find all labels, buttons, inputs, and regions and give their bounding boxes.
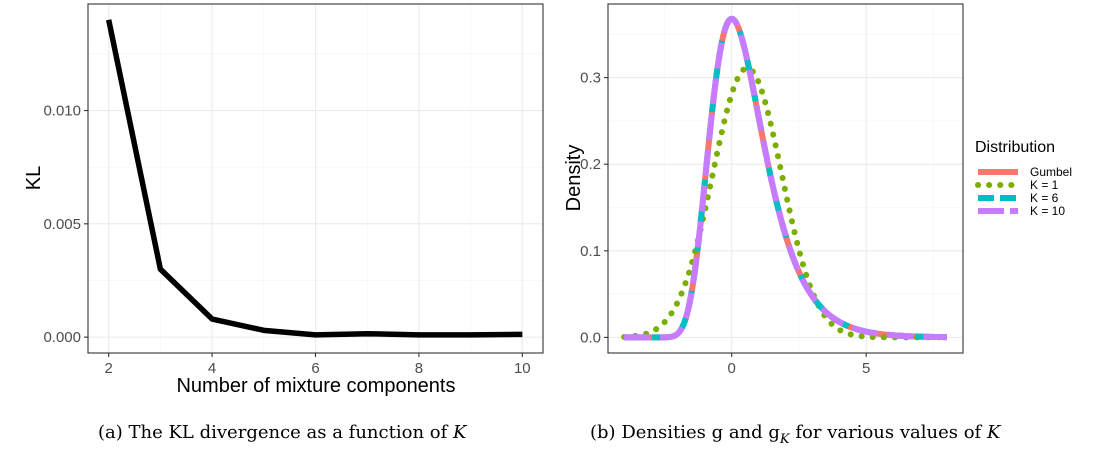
- legend-label: K = 1: [1030, 178, 1059, 192]
- caption-b-variable: K: [986, 422, 1002, 443]
- y-tick-label: 0.0: [580, 329, 601, 346]
- density-chart-grid: [608, 4, 963, 353]
- density-line-k-10: [622, 15, 949, 341]
- density-chart-panel-border: [607, 3, 964, 354]
- x-tick-label: 8: [415, 360, 423, 377]
- kl-chart-grid: [88, 4, 543, 353]
- y-tick-label: 0.2: [580, 156, 601, 173]
- caption-a: (a) The KL divergence as a function of K: [98, 422, 468, 443]
- kl-chart-x-axis-label: Number of mixture components: [176, 375, 455, 397]
- x-tick-label: 0: [728, 360, 736, 377]
- y-tick-label: 0.000: [43, 329, 81, 346]
- caption-b-label: (b): [590, 422, 616, 443]
- y-tick-label: 0.1: [580, 243, 601, 260]
- x-tick-label: 2: [105, 360, 113, 377]
- legend-label: Gumbel: [1030, 165, 1072, 179]
- density-chart-axes: 0 5 0.0 0.1 0.2 0.3: [580, 70, 870, 377]
- kl-chart-series: [105, 19, 523, 338]
- legend-title: Distribution: [975, 139, 1055, 156]
- y-tick-label: 0.005: [43, 216, 81, 233]
- kl-line: [105, 19, 523, 338]
- legend-label: K = 6: [1030, 191, 1059, 205]
- legend-label: K = 10: [1030, 204, 1065, 218]
- x-tick-label: 5: [862, 360, 870, 377]
- kl-chart-axes: 2 4 6 8 10 0.000 0.005 0.010: [43, 103, 530, 377]
- caption-b-tail: for various values of: [795, 422, 982, 443]
- x-tick-label: 6: [311, 360, 319, 377]
- x-tick-label: 10: [514, 360, 531, 377]
- caption-b-subscript: K: [779, 432, 791, 447]
- caption-b-text: Densities g and g: [621, 422, 780, 443]
- density-chart: 0 5 0.0 0.1 0.2 0.3 Density Distribution Gumb…: [563, 3, 1072, 377]
- y-tick-label: 0.3: [580, 70, 601, 87]
- density-line-k-1: [621, 65, 950, 341]
- density-chart-y-axis-label: Density: [563, 145, 585, 212]
- caption-a-text: The KL divergence as a function of: [129, 422, 449, 443]
- caption-b: (b) Densities g and gK for various value…: [590, 422, 1002, 447]
- kl-chart-y-axis-label: KL: [23, 166, 45, 190]
- x-tick-label: 4: [208, 360, 216, 377]
- y-tick-label: 0.010: [43, 103, 81, 120]
- density-chart-series: [621, 15, 950, 341]
- caption-a-label: (a): [98, 422, 123, 443]
- caption-a-variable: K: [452, 422, 468, 443]
- kl-chart: 2 4 6 8 10 0.000 0.005 0.010 KL Number of mixtu…: [23, 3, 544, 397]
